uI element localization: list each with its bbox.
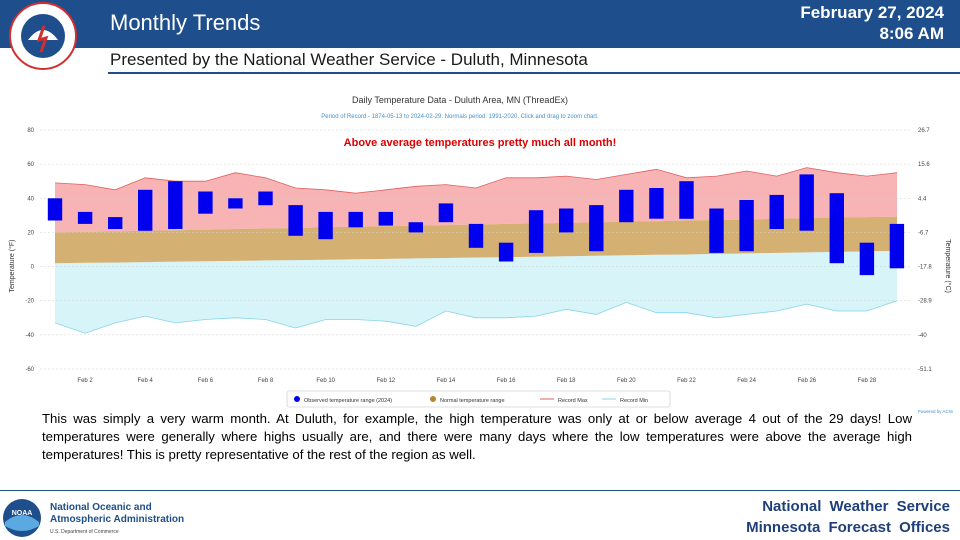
observed-bar [498, 242, 514, 262]
chart-subtitle: Period of Record - 1874-05-13 to 2024-02… [321, 114, 599, 120]
x-tick-label: Feb 8 [258, 378, 274, 384]
observed-bar [528, 210, 544, 253]
y-tick-label-right: -51.1 [918, 367, 932, 373]
y-tick-label-left: -40 [25, 333, 34, 339]
y-tick-label-right: -28.9 [918, 299, 932, 305]
observed-bar [829, 193, 844, 264]
y-tick-label-right: -17.8 [918, 265, 932, 271]
nws-footer-line1: National Weather Service [762, 498, 950, 515]
observed-bar [168, 181, 183, 229]
observed-bar [258, 191, 273, 206]
chart-container: Daily Temperature Data - Duluth Area, MN… [0, 86, 960, 420]
legend-normal: Normal temperature range [440, 398, 505, 404]
noaa-department: U.S. Department of Commerce [50, 529, 119, 535]
observed-bar [438, 203, 454, 223]
legend-record-min: Record Min [620, 398, 648, 404]
y-tick-label-left: -60 [25, 367, 34, 373]
observed-bar [47, 198, 63, 221]
record-min-line [54, 300, 898, 334]
observed-bar [739, 200, 754, 252]
y-tick-label-left: 20 [27, 230, 34, 236]
observed-bar [318, 211, 333, 240]
x-tick-label: Feb 18 [557, 378, 576, 384]
x-tick-label: Feb 6 [198, 378, 214, 384]
legend-observed: Observed temperature range (2024) [304, 398, 392, 404]
x-tick-label: Feb 2 [77, 378, 93, 384]
record-max-line [54, 167, 898, 194]
page-title: Monthly Trends [110, 10, 261, 35]
header-bar [0, 0, 960, 48]
x-tick-label: Feb 22 [677, 378, 696, 384]
caption-text: This was simply a very warm month. At Du… [42, 411, 912, 462]
y-axis-label-left: Temperature (°F) [8, 240, 16, 293]
noaa-name-line2: Atmospheric Administration [50, 514, 185, 525]
y-tick-label-left: 60 [27, 162, 34, 168]
y-tick-label-right: -40 [918, 333, 927, 339]
footer-divider [0, 490, 960, 491]
y-tick-label-left: 80 [27, 128, 34, 134]
observed-bar [138, 189, 153, 231]
x-tick-label: Feb 20 [617, 378, 636, 384]
observed-bar [77, 211, 93, 224]
observed-bar [619, 189, 634, 223]
observed-bar [288, 205, 303, 236]
observed-bar [378, 211, 393, 226]
noaa-logo-icon: NOAA [3, 499, 41, 537]
observed-bar [559, 208, 574, 233]
observed-bar [799, 174, 814, 231]
noaa-name-line1: National Oceanic and [50, 502, 152, 513]
noaa-logo-text: NOAA [12, 510, 33, 517]
legend-observed-swatch [294, 396, 300, 402]
observed-bar [649, 188, 664, 219]
observed-bar [859, 242, 875, 276]
y-tick-label-left: -20 [25, 299, 34, 305]
observed-bar [348, 211, 363, 228]
plot-area: 80 26.7 60 15.6 40 4.4 20 -6.7 0 -17.8 -20 -28.9 -40… [25, 128, 932, 384]
observed-bar [408, 222, 423, 233]
y-axis-label-right: Temperature (°C) [944, 239, 952, 293]
time-label: 8:06 AM [879, 24, 944, 43]
y-tick-label-right: 15.6 [918, 162, 930, 168]
y-tick-label-right: 26.7 [918, 128, 930, 134]
noaa-name: National Oceanic and Atmospheric Adminis… [50, 502, 184, 526]
nws-logo-icon [9, 2, 77, 70]
chart-annotation: Above average temperatures pretty much a… [344, 137, 617, 149]
chart-title: Daily Temperature Data - Duluth Area, MN… [352, 95, 568, 105]
observed-bar [468, 223, 484, 248]
y-tick-label-left: 40 [27, 196, 34, 202]
x-tick-label: Feb 10 [316, 378, 335, 384]
x-tick-label: Feb 16 [497, 378, 516, 384]
observed-bar [769, 194, 784, 229]
observed-bar [228, 198, 243, 209]
chart-legend: Observed temperature range (2024) Normal… [286, 390, 671, 408]
nws-footer: National Weather Service Minnesota Forec… [746, 496, 950, 538]
subtitle-rule [108, 72, 960, 74]
observed-bar [709, 208, 724, 253]
y-tick-label-right: 4.4 [918, 196, 927, 202]
observed-bar [589, 205, 604, 252]
x-tick-label: Feb 24 [737, 378, 756, 384]
legend-record-max: Record Max [558, 398, 588, 404]
observed-bar [889, 223, 905, 269]
nws-footer-line2: Minnesota Forecast Offices [746, 519, 950, 536]
x-tick-label: Feb 12 [376, 378, 395, 384]
x-tick-label: Feb 14 [437, 378, 456, 384]
observed-bar [108, 217, 123, 229]
x-tick-label: Feb 4 [138, 378, 154, 384]
legend-normal-swatch [430, 396, 436, 402]
y-tick-label-left: 0 [31, 265, 35, 271]
observed-bar [679, 181, 694, 219]
temperature-chart[interactable]: Daily Temperature Data - Duluth Area, MN… [0, 86, 960, 420]
observed-bar [198, 191, 213, 214]
page-subtitle: Presented by the National Weather Servic… [110, 50, 588, 69]
x-tick-label: Feb 28 [858, 378, 877, 384]
chart-credit: Powered by ACIS [918, 409, 953, 414]
x-tick-label: Feb 26 [797, 378, 816, 384]
date-label: February 27, 2024 [800, 3, 944, 22]
date-time: February 27, 2024 8:06 AM [800, 2, 944, 44]
y-tick-label-right: -6.7 [918, 230, 929, 236]
